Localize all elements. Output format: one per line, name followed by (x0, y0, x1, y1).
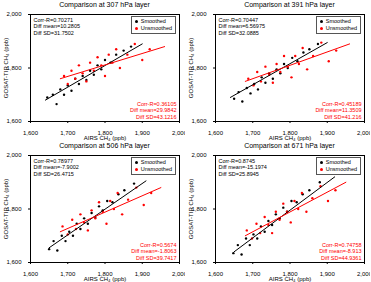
html-text:Comparison at 506 hPa layer: Comparison at 506 hPa layer (59, 142, 150, 149)
svg-text:1,800: 1,800 (6, 206, 22, 212)
svg-text:Corr-R=0.36105Diff mean=29.984: Corr-R=0.36105Diff mean=29.9842Diff SD=4… (130, 101, 177, 120)
svg-text:Corr-R=0.8745Diff mean=-15.197: Corr-R=0.8745Diff mean=-15.1974Diff SD=2… (219, 158, 267, 177)
svg-text:1,900: 1,900 (135, 271, 151, 277)
svg-text:1,800: 1,800 (191, 206, 207, 212)
svg-text:1,600: 1,600 (6, 259, 22, 265)
html-text:Comparison at 307 hPa layer: Comparison at 307 hPa layer (59, 1, 150, 8)
svg-text:1,700: 1,700 (60, 271, 76, 277)
svg-text:1,600: 1,600 (191, 259, 207, 265)
svg-text:1,800: 1,800 (6, 65, 22, 71)
html-text:Smoothed: Smoothed (325, 18, 351, 24)
svg-text:1,600: 1,600 (23, 130, 39, 136)
html-text:Comparison at 671 hPa layer: Comparison at 671 hPa layer (244, 142, 335, 149)
svg-text:1,700: 1,700 (245, 271, 261, 277)
svg-text:2,000: 2,000 (172, 130, 185, 136)
html-text:Comparison at 391 hPa layer: Comparison at 391 hPa layer (244, 1, 335, 8)
svg-text:1,800: 1,800 (97, 270, 113, 277)
svg-text:2,000: 2,000 (357, 130, 370, 136)
svg-text:GOSAT-TIR CH₄ (ppb): GOSAT-TIR CH₄ (ppb) (188, 179, 194, 239)
svg-text:AIRS CH₄ (ppb): AIRS CH₄ (ppb) (84, 135, 126, 141)
html-text:Unsmoothed: Unsmoothed (325, 166, 357, 172)
svg-text:AIRS CH₄ (ppb): AIRS CH₄ (ppb) (269, 276, 311, 282)
svg-text:1,600: 1,600 (208, 271, 224, 277)
svg-text:GOSAT-TIR CH₄ (ppb): GOSAT-TIR CH₄ (ppb) (3, 179, 9, 239)
svg-text:1,900: 1,900 (320, 271, 336, 277)
svg-text:Corr-R=0.74758Diff mean=-8.913: Corr-R=0.74758Diff mean=-8.913Diff SD=44… (319, 242, 361, 261)
svg-text:Corr-R=0.70271Diff mean=10.280: Corr-R=0.70271Diff mean=10.2805Diff SD=3… (34, 17, 81, 36)
svg-text:GOSAT-TIR CH₄ (ppb): GOSAT-TIR CH₄ (ppb) (3, 38, 9, 98)
svg-text:1,600: 1,600 (191, 118, 207, 124)
svg-text:2,000: 2,000 (6, 152, 22, 158)
svg-text:2,000: 2,000 (172, 271, 185, 277)
svg-text:Corr-R=0.5674Diff mean=-1.8063: Corr-R=0.5674Diff mean=-1.8063Diff SD=39… (131, 242, 176, 261)
svg-text:1,700: 1,700 (245, 130, 261, 136)
svg-text:1,800: 1,800 (97, 129, 113, 136)
html-text:Unsmoothed: Unsmoothed (140, 25, 172, 31)
html-text:Unsmoothed: Unsmoothed (325, 25, 357, 31)
svg-text:GOSAT-TIR CH₄ (ppb): GOSAT-TIR CH₄ (ppb) (188, 38, 194, 98)
html-text:Smoothed: Smoothed (140, 159, 166, 165)
svg-text:1,700: 1,700 (60, 130, 76, 136)
svg-text:Corr-R=0.45189Diff mean=11.350: Corr-R=0.45189Diff mean=11.3509Diff SD=4… (315, 101, 361, 120)
svg-text:1,600: 1,600 (208, 130, 224, 136)
html-text:Smoothed: Smoothed (140, 18, 166, 24)
svg-text:1,600: 1,600 (23, 271, 39, 277)
svg-text:2,000: 2,000 (191, 11, 207, 17)
svg-text:1,800: 1,800 (282, 129, 298, 136)
svg-text:1,600: 1,600 (6, 118, 22, 124)
svg-text:Corr-R=0.70447Diff mean=6.5697: Corr-R=0.70447Diff mean=6.56975Diff SD=3… (219, 17, 266, 36)
svg-text:Corr-R=0.78977Diff mean=-7.900: Corr-R=0.78977Diff mean=-7.9002Diff SD=2… (34, 158, 79, 177)
svg-text:2,000: 2,000 (357, 271, 370, 277)
svg-text:1,800: 1,800 (282, 270, 298, 277)
svg-text:1,900: 1,900 (135, 130, 151, 136)
svg-text:2,000: 2,000 (6, 11, 22, 17)
svg-text:AIRS CH₄ (ppb): AIRS CH₄ (ppb) (84, 276, 126, 282)
svg-text:AIRS CH₄ (ppb): AIRS CH₄ (ppb) (269, 135, 311, 141)
svg-text:1,900: 1,900 (320, 130, 336, 136)
html-text:Unsmoothed: Unsmoothed (140, 166, 172, 172)
svg-text:1,800: 1,800 (191, 65, 207, 71)
svg-text:2,000: 2,000 (191, 152, 207, 158)
html-text:Smoothed: Smoothed (325, 159, 351, 165)
